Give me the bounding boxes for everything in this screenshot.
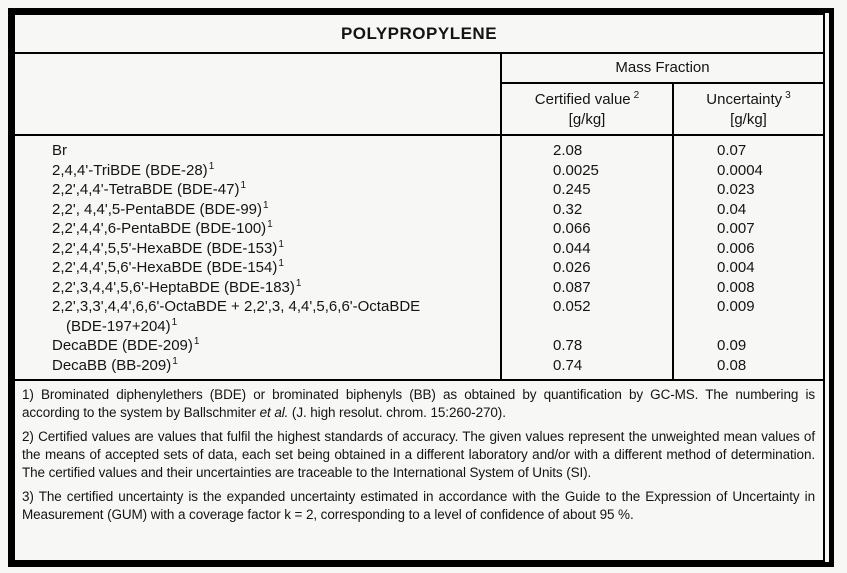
compound-footnote-ref: 1	[240, 180, 247, 191]
compound-name-cell: DecaBDE (BDE-209)1	[15, 336, 500, 356]
compound-name: 2,2',4,4',6-PentaBDE (BDE-100)1	[52, 219, 273, 238]
table-body: Br 2.08 0.07 2,4,4'-TriBDE (BDE-28)1 0.0…	[15, 136, 823, 381]
table-row: 2,2', 4,4',5-PentaBDE (BDE-99)1 0.32 0.0…	[15, 200, 823, 220]
compound-name-cell: 2,2',4,4',5,6'-HexaBDE (BDE-154)1	[15, 258, 500, 278]
certificate-table: POLYPROPYLENE Mass Fraction Certified va…	[13, 13, 825, 562]
certified-value: 0.026	[553, 259, 591, 276]
uncertainty-value: 0.006	[717, 239, 755, 257]
compound-name-cell: 2,2',4,4',6-PentaBDE (BDE-100)1	[15, 219, 500, 239]
uncertainty-footnote-ref: 3	[785, 90, 791, 101]
table-row: 2,2',3,3',4,4',6,6'-OctaBDE + 2,2',3, 4,…	[15, 297, 823, 336]
table-row: 2,4,4'-TriBDE (BDE-28)1 0.0025 0.0004	[15, 161, 823, 181]
compound-name-cell: 2,2',3,3',4,4',6,6'-OctaBDE + 2,2',3, 4,…	[15, 297, 500, 336]
footnote-1-etal: et al.	[259, 405, 289, 420]
uncertainty-value: 0.008	[717, 278, 755, 296]
certified-value-footnote-ref: 2	[633, 90, 640, 101]
compound-name-cell: 2,2',4,4'-TetraBDE (BDE-47)1	[15, 180, 500, 200]
compound-footnote-ref: 1	[172, 355, 178, 367]
compound-footnote-ref: 1	[171, 316, 178, 328]
compound-name-cell: 2,2', 4,4',5-PentaBDE (BDE-99)1	[15, 200, 500, 220]
uncertainty-value: 0.07	[717, 142, 747, 159]
header-empty-cell	[15, 54, 500, 134]
uncertainty-value: 0.007	[717, 220, 755, 237]
page-title: POLYPROPYLENE	[15, 15, 823, 54]
compound-name-cell: 2,4,4'-TriBDE (BDE-28)1	[15, 161, 500, 181]
certified-value-label: Certified value 2	[534, 90, 640, 109]
compound-name: 2,2',4,4'-TetraBDE (BDE-47)1	[52, 180, 247, 199]
table-row: DecaBDE (BDE-209)1 0.78 0.09	[15, 336, 823, 356]
compound-name: Br	[52, 142, 67, 159]
compound-footnote-ref: 1	[193, 336, 200, 347]
certified-value-header: Certified value 2 [g/kg]	[502, 84, 672, 134]
compound-name: 2,2',4,4',5,5'-HexaBDE (BDE-153)1	[52, 238, 284, 257]
column-divider-2	[672, 136, 674, 379]
compound-name: 2,4,4'-TriBDE (BDE-28)1	[52, 160, 215, 179]
compound-name-cell: 2,2',3,4,4',5,6'-HeptaBDE (BDE-183)1	[15, 278, 500, 298]
compound-name-cell: 2,2',4,4',5,5'-HexaBDE (BDE-153)1	[15, 239, 500, 259]
compound-name-line2: (BDE-197+204)1	[66, 316, 178, 335]
compound-footnote-ref: 1	[278, 258, 284, 269]
certified-value: 0.052	[553, 298, 591, 315]
compound-footnote-ref: 1	[267, 219, 273, 230]
compound-footnote-ref: 1	[208, 160, 215, 172]
uncertainty-unit: [g/kg]	[730, 111, 767, 128]
uncertainty-value: 0.08	[717, 356, 747, 374]
certified-value: 0.78	[553, 337, 583, 354]
compound-name: 2,2', 4,4',5-PentaBDE (BDE-99)1	[52, 199, 269, 218]
table-row: 2,2',4,4',6-PentaBDE (BDE-100)1 0.066 0.…	[15, 219, 823, 239]
compound-name: 2,2',3,3',4,4',6,6'-OctaBDE + 2,2',3, 4,…	[52, 298, 421, 315]
compound-name: 2,2',4,4',5,6'-HexaBDE (BDE-154)1	[52, 258, 284, 277]
certified-value: 2.08	[553, 142, 583, 159]
uncertainty-label: Uncertainty 3	[706, 90, 791, 109]
certified-value: 0.0025	[553, 161, 599, 179]
certified-value: 0.74	[553, 356, 583, 374]
certified-value: 0.087	[553, 278, 591, 296]
table-row: 2,2',4,4',5,5'-HexaBDE (BDE-153)1 0.044 …	[15, 239, 823, 259]
footnote-1: 1) Brominated diphenylethers (BDE) or br…	[22, 387, 815, 420]
compound-name: DecaBB (BB-209)1	[52, 355, 178, 374]
table-header: Mass Fraction Certified value 2 [g/kg] Un…	[15, 54, 823, 136]
uncertainty-value: 0.009	[717, 298, 755, 315]
column-divider-1	[500, 136, 502, 379]
uncertainty-value: 0.004	[717, 259, 755, 276]
uncertainty-value: 0.09	[717, 337, 747, 354]
footnote-3: 3) The certified uncertainty is the expa…	[22, 489, 815, 522]
compound-footnote-ref: 1	[278, 238, 284, 250]
compound-footnote-ref: 1	[263, 199, 269, 211]
table-row: DecaBB (BB-209)1 0.74 0.08	[15, 356, 823, 376]
mass-fraction-group: Mass Fraction Certified value 2 [g/kg] Un…	[500, 54, 823, 134]
footnote-2: 2) Certified values are values that fulf…	[22, 429, 815, 480]
footnotes: 1) Brominated diphenylethers (BDE) or br…	[15, 381, 823, 560]
table-row: Br 2.08 0.07	[15, 141, 823, 161]
uncertainty-header: Uncertainty 3 [g/kg]	[672, 84, 823, 134]
certified-value: 0.066	[553, 220, 591, 237]
compound-name-cell: DecaBB (BB-209)1	[15, 356, 500, 376]
certified-value: 0.32	[553, 200, 583, 218]
mass-fraction-header: Mass Fraction	[502, 54, 823, 84]
uncertainty-value: 0.04	[717, 200, 747, 218]
uncertainty-value: 0.0004	[717, 161, 763, 179]
compound-name-cell: Br	[15, 141, 500, 161]
table-row: 2,2',3,4,4',5,6'-HeptaBDE (BDE-183)1 0.0…	[15, 278, 823, 298]
certificate-frame: POLYPROPYLENE Mass Fraction Certified va…	[8, 8, 834, 567]
uncertainty-value: 0.023	[717, 181, 755, 198]
certified-value: 0.245	[553, 181, 591, 198]
table-row: 2,2',4,4'-TetraBDE (BDE-47)1 0.245 0.023	[15, 180, 823, 200]
compound-name: DecaBDE (BDE-209)1	[52, 336, 200, 355]
table-row: 2,2',4,4',5,6'-HexaBDE (BDE-154)1 0.026 …	[15, 258, 823, 278]
certified-value-unit: [g/kg]	[568, 111, 606, 128]
certified-value: 0.044	[553, 239, 591, 257]
compound-name: 2,2',3,4,4',5,6'-HeptaBDE (BDE-183)1	[52, 277, 302, 296]
column-headers: Certified value 2 [g/kg] Uncertainty 3 [g/…	[502, 84, 823, 134]
compound-footnote-ref: 1	[295, 277, 302, 289]
